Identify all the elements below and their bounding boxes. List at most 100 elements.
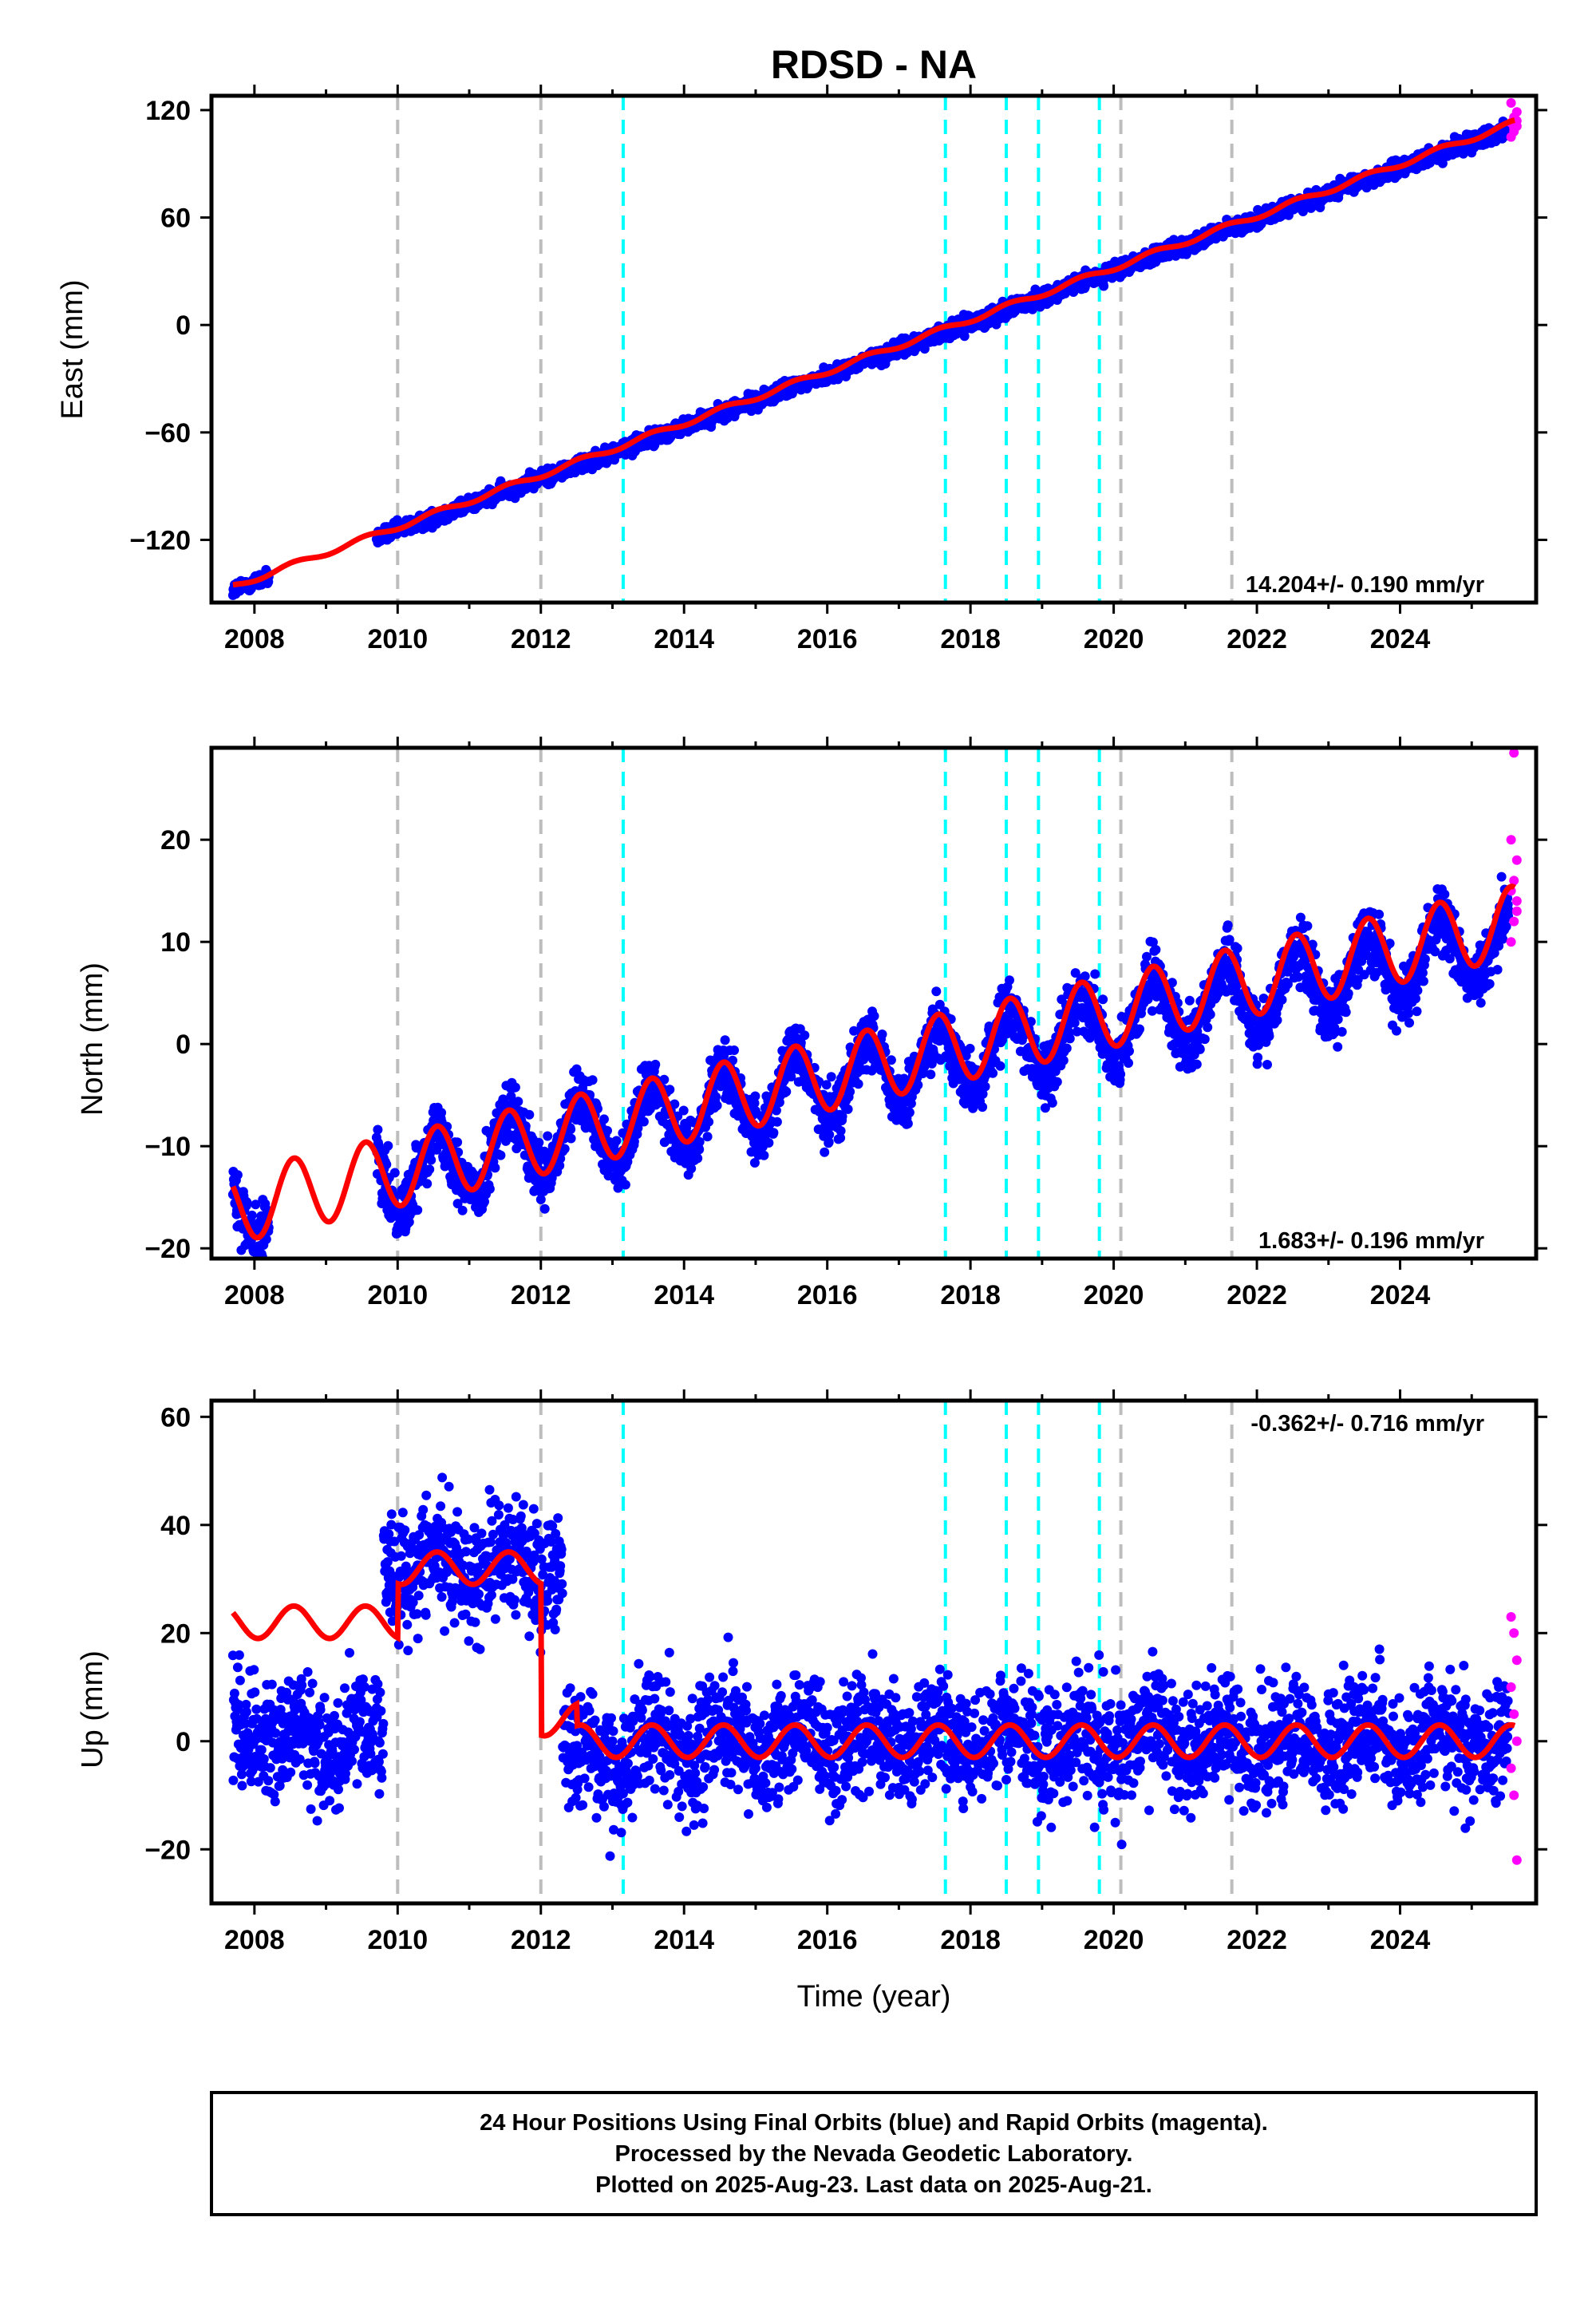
- north-final-point: [437, 1108, 447, 1118]
- north-final-point: [704, 1117, 714, 1127]
- north-final-point: [988, 1068, 998, 1078]
- north-final-point: [826, 1072, 836, 1082]
- north-final-point: [251, 1199, 261, 1210]
- north-final-point: [425, 1164, 435, 1175]
- north-final-point: [1090, 969, 1100, 979]
- east-rapid-point: [1509, 123, 1519, 133]
- east-y-tick-label: −120: [129, 525, 191, 555]
- north-final-point: [821, 1080, 832, 1090]
- panel-north: 2008 2010 2012 2014 2016 2018 2020 2022 2024−20−…: [76, 737, 1547, 1310]
- north-final-point: [1047, 1097, 1057, 1108]
- figure-title: RDSD - NA: [771, 42, 977, 87]
- north-final-point: [877, 1030, 887, 1039]
- north-final-point: [261, 1234, 271, 1244]
- north-final-point: [1065, 1034, 1075, 1044]
- north-final-point: [232, 1170, 243, 1180]
- north-final-point: [845, 1086, 855, 1097]
- north-final-point: [457, 1205, 468, 1215]
- north-final-point: [711, 1092, 721, 1102]
- north-final-point: [490, 1163, 500, 1173]
- east-rate-text: 14.204+/- 0.190 mm/yr: [1246, 572, 1484, 598]
- east-rapid-point: [1511, 107, 1522, 117]
- north-final-point: [903, 1118, 913, 1128]
- east-rapid-point: [1511, 116, 1522, 126]
- north-final-point: [496, 1150, 506, 1160]
- east-x-tick-label: 2008: [224, 624, 285, 654]
- east-data-group: [227, 98, 1522, 600]
- north-final-point: [764, 1138, 774, 1148]
- north-final-point: [389, 1168, 400, 1178]
- north-final-point: [587, 1075, 598, 1085]
- east-x-tick-label: 2022: [1227, 624, 1287, 654]
- north-final-point: [383, 1140, 393, 1151]
- east-y-tick-label: 120: [145, 96, 191, 126]
- north-final-point: [539, 1203, 550, 1214]
- east-ylabel: East (mm): [56, 279, 89, 419]
- north-final-point: [712, 1101, 722, 1111]
- north-final-point: [729, 1045, 739, 1055]
- north-final-point: [1052, 1077, 1062, 1087]
- north-final-point: [426, 1155, 437, 1165]
- north-final-point: [824, 1129, 835, 1140]
- north-final-point: [1058, 1055, 1069, 1065]
- north-final-point: [650, 1059, 661, 1069]
- north-final-point: [422, 1179, 433, 1189]
- north-final-point: [247, 1210, 257, 1220]
- north-final-point: [869, 1011, 879, 1022]
- east-frame: [209, 93, 1539, 605]
- north-final-point: [759, 1150, 769, 1160]
- north-final-point: [820, 1147, 830, 1157]
- east-y-tick-label: −60: [144, 418, 191, 449]
- north-final-point: [694, 1136, 705, 1147]
- panel-east-layers: 2008 2010 2012 2014 2016 2018 2020 2022 2024−120…: [129, 85, 1547, 654]
- north-final-point: [978, 1102, 988, 1113]
- north-final-point: [926, 1069, 936, 1080]
- north-final-point: [242, 1197, 252, 1207]
- north-final-point: [1098, 994, 1108, 1005]
- north-final-point: [702, 1132, 713, 1142]
- panel-east: 2008 2010 2012 2014 2016 2018 2020 2022 2024−120…: [56, 85, 1547, 654]
- north-final-point: [931, 986, 942, 997]
- east-model-line: [232, 117, 1515, 588]
- east-y-tick-label: 0: [176, 310, 191, 341]
- north-final-point: [534, 1137, 544, 1148]
- north-final-point: [452, 1137, 463, 1148]
- north-final-point: [252, 1270, 262, 1279]
- east-x-tick-label: 2016: [797, 624, 858, 654]
- east-x-tick-label: 2020: [1084, 624, 1144, 654]
- north-final-point: [750, 1091, 760, 1101]
- north-final-point: [772, 1117, 782, 1127]
- east-final-point: [959, 331, 970, 342]
- north-final-point: [611, 1136, 622, 1146]
- east-x-tick-label: 2024: [1370, 624, 1431, 654]
- north-final-point: [484, 1184, 495, 1194]
- north-final-point: [513, 1097, 523, 1107]
- north-final-point: [566, 1133, 576, 1144]
- panel-north-layers: 2008 2010 2012 2014 2016 2018 2020 2022 2024−20−…: [144, 737, 1547, 1310]
- north-final-point: [602, 1125, 612, 1136]
- north-final-point: [599, 1114, 609, 1124]
- north-final-point: [913, 1080, 923, 1090]
- north-data-group: [227, 748, 1522, 1279]
- north-final-point: [995, 1061, 1005, 1071]
- north-final-point: [1005, 975, 1014, 986]
- north-final-point: [800, 1030, 810, 1041]
- north-final-point: [256, 1261, 266, 1271]
- north-final-point: [836, 1126, 846, 1136]
- north-final-point: [620, 1180, 630, 1190]
- north-final-point: [524, 1109, 535, 1120]
- north-final-point: [543, 1131, 553, 1141]
- east-final-point: [919, 344, 930, 354]
- north-final-point: [678, 1105, 689, 1116]
- north-final-point: [720, 1035, 730, 1045]
- north-final-point: [965, 1043, 975, 1053]
- north-final-point: [413, 1205, 423, 1215]
- north-final-point: [1061, 1043, 1072, 1053]
- north-final-point: [693, 1153, 703, 1164]
- north-final-point: [853, 1079, 863, 1089]
- north-final-point: [904, 1108, 915, 1117]
- north-final-point: [510, 1082, 520, 1093]
- east-x-tick-label: 2010: [367, 624, 428, 654]
- east-x-tick-label: 2018: [940, 624, 1001, 654]
